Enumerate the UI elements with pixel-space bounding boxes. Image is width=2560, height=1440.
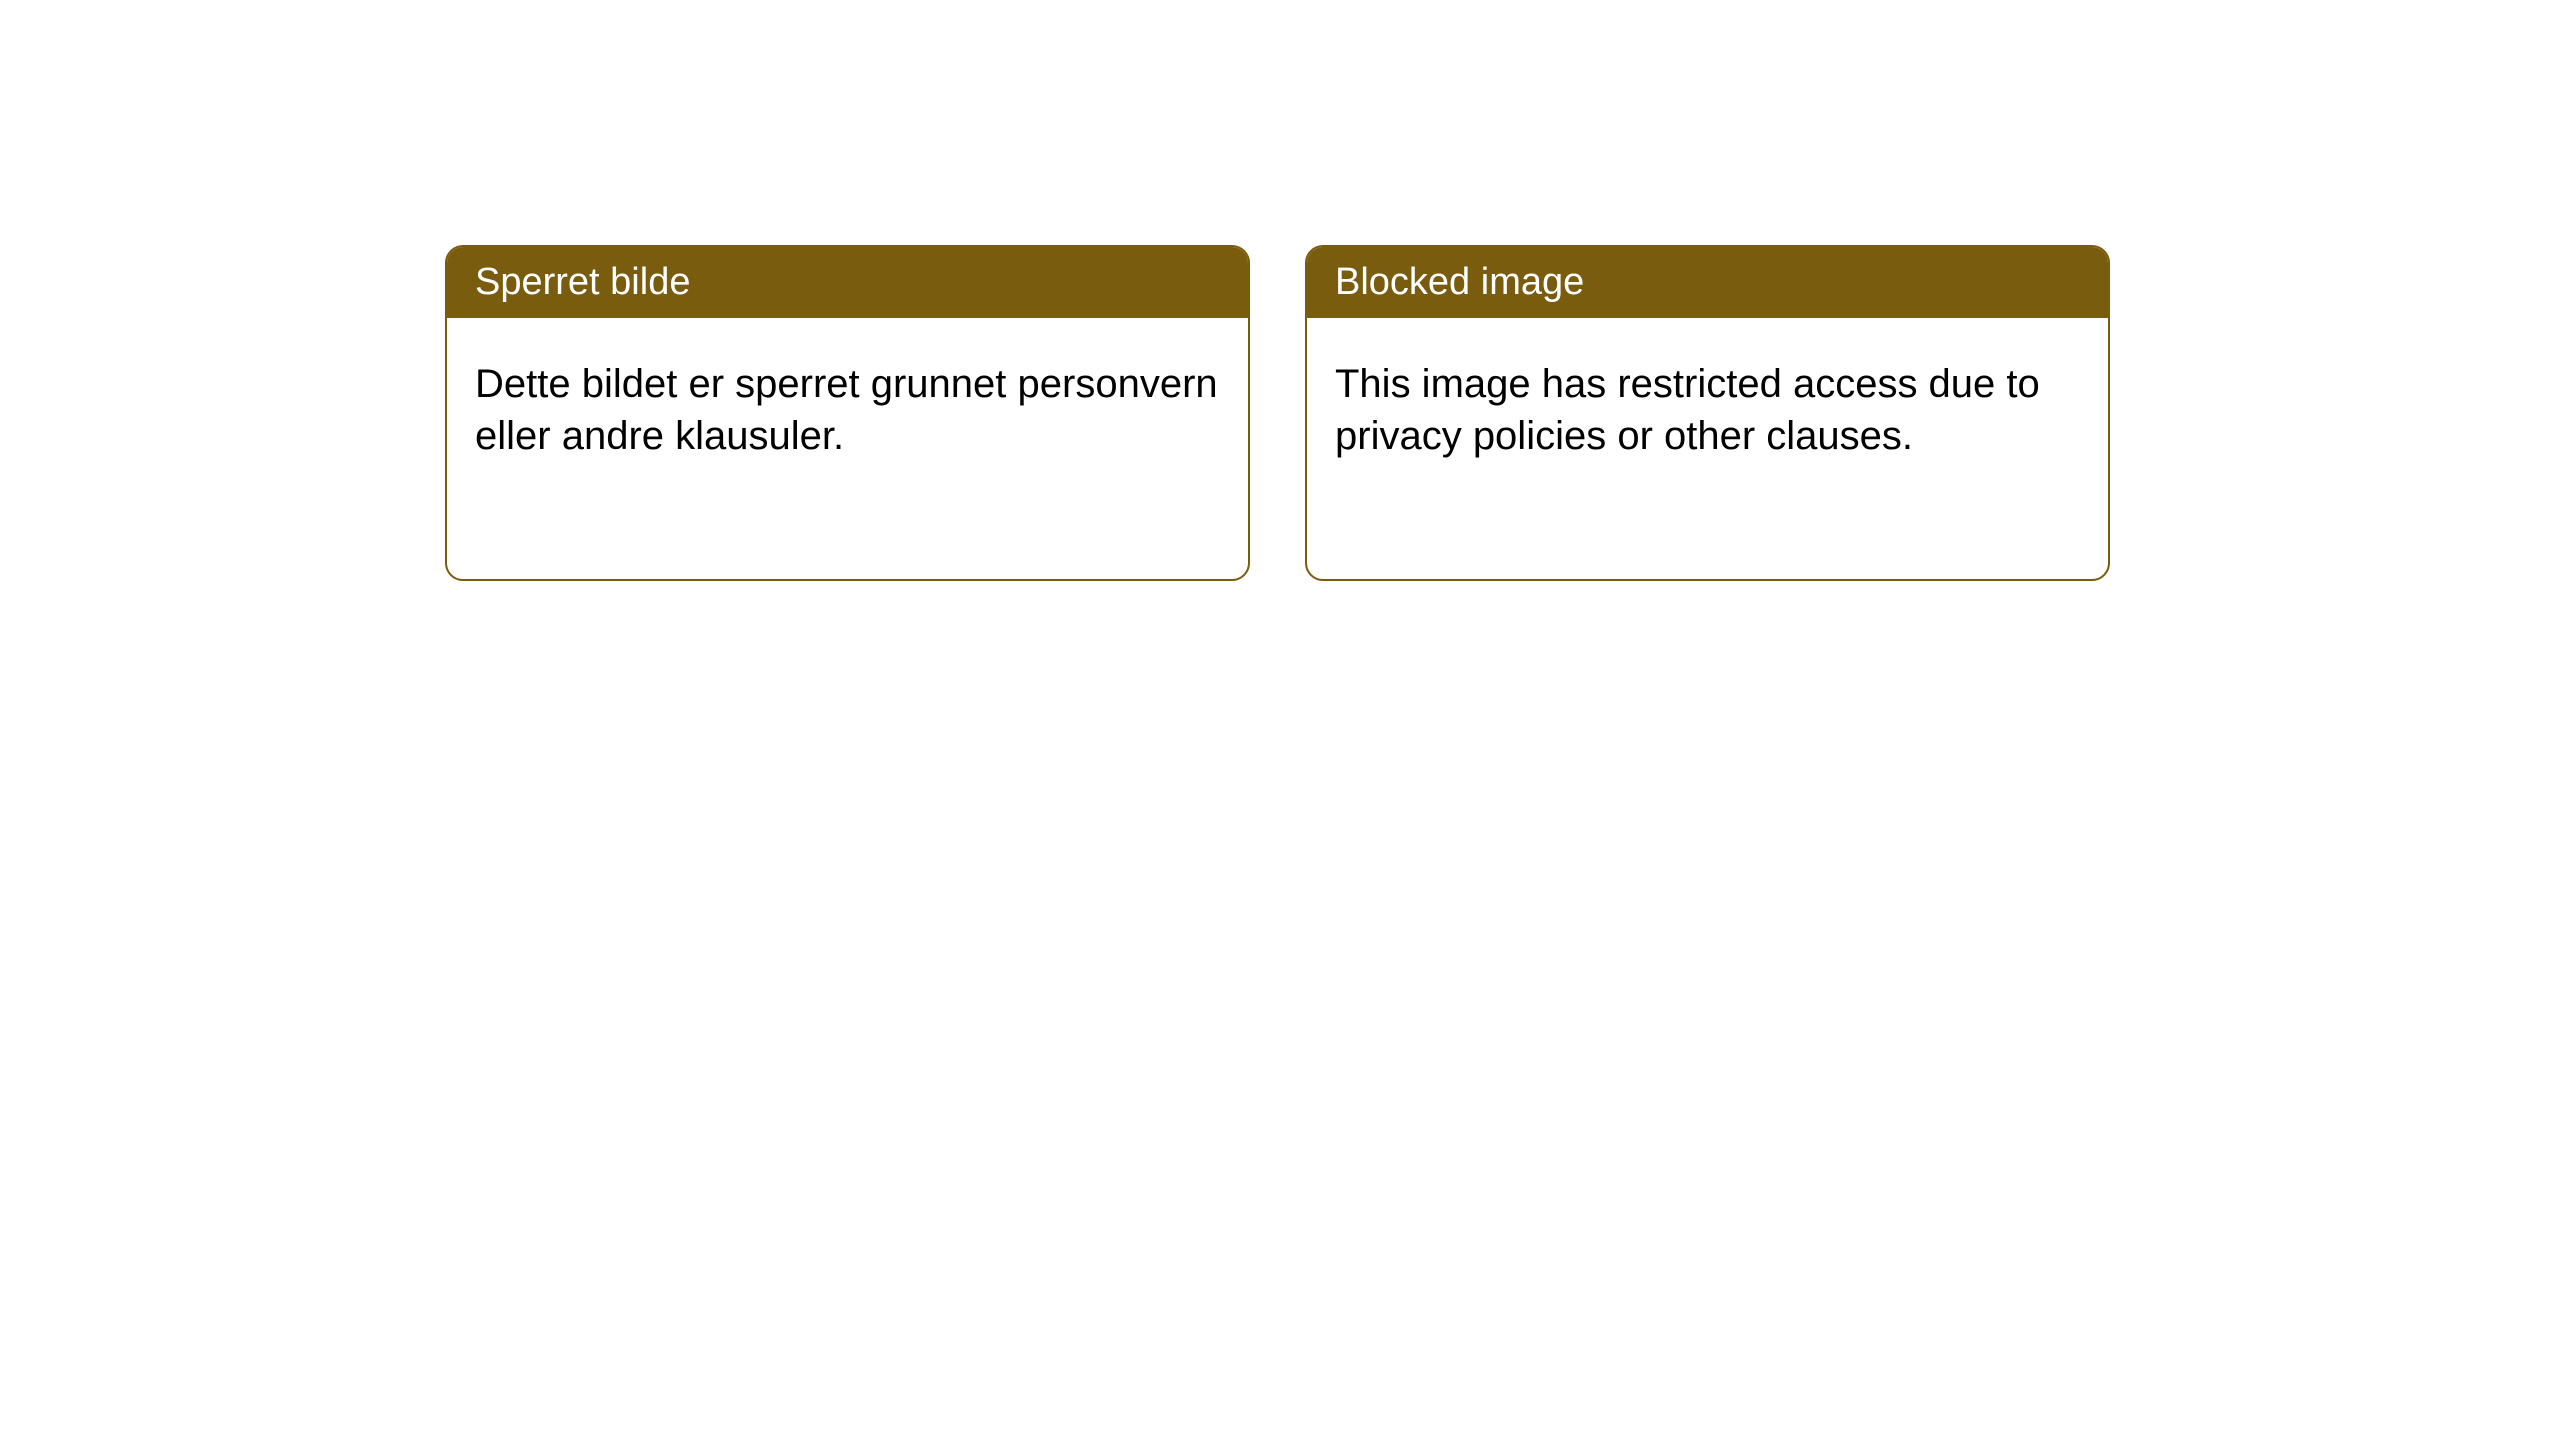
- card-body-no: Dette bildet er sperret grunnet personve…: [447, 318, 1248, 502]
- blocked-image-card-no: Sperret bilde Dette bildet er sperret gr…: [445, 245, 1250, 581]
- notice-cards-container: Sperret bilde Dette bildet er sperret gr…: [445, 245, 2110, 581]
- blocked-image-card-en: Blocked image This image has restricted …: [1305, 245, 2110, 581]
- card-message-no: Dette bildet er sperret grunnet personve…: [475, 362, 1218, 458]
- card-title-en: Blocked image: [1335, 261, 1584, 303]
- card-message-en: This image has restricted access due to …: [1335, 362, 2040, 458]
- card-title-no: Sperret bilde: [475, 261, 690, 303]
- card-header-en: Blocked image: [1307, 247, 2108, 318]
- card-body-en: This image has restricted access due to …: [1307, 318, 2108, 502]
- card-header-no: Sperret bilde: [447, 247, 1248, 318]
